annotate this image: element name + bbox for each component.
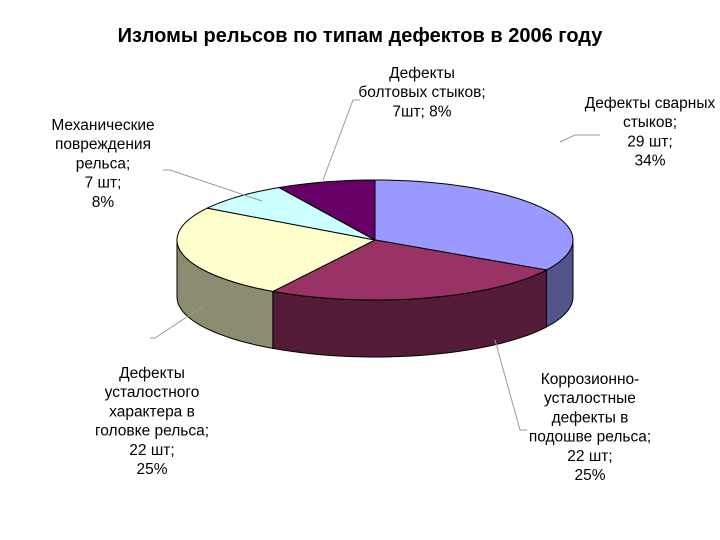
slice-label-4-line-1: Механические (51, 117, 154, 134)
slice-label-3-line-2: усталостного (105, 384, 200, 401)
slice-top-4 (206, 187, 376, 241)
slice-label-2: Коррозионно-усталостные дефекты в подошве … (529, 371, 651, 484)
slice-label-5-line-3: 7шт; 8% (392, 103, 451, 120)
slice-label-3-line-3: характера в (109, 403, 195, 420)
pie-tops (176, 179, 574, 301)
leader-line-4 (163, 169, 263, 202)
slice-label-3-line-6: 25% (136, 461, 167, 478)
slice-top-1 (374, 179, 574, 271)
slice-label-4: Механические повреждения рельса; 7 шт; 8% (51, 117, 154, 211)
leader-line-2 (494, 339, 527, 431)
slice-top-5 (278, 179, 376, 241)
slice-label-4-line-2: повреждения (55, 136, 151, 153)
pie-sides (176, 239, 574, 358)
slice-label-4-line-5: 8% (92, 194, 115, 211)
slice-label-2-line-6: 25% (574, 467, 605, 484)
slice-label-3-line-1: Дефекты (119, 365, 185, 382)
slice-labels: Дефекты сварных стыков; 29 шт; 34% Коррозион… (51, 65, 715, 484)
slice-label-1-line-1: Дефекты сварных (585, 95, 716, 112)
slice-label-1-line-2: стыков; (623, 114, 677, 131)
slice-top-3 (176, 207, 376, 292)
leader-line-1 (559, 134, 600, 143)
slice-label-1-line-4: 34% (634, 153, 665, 170)
leader-line-3 (150, 304, 206, 339)
slice-label-3-line-4: головке рельса; (95, 423, 209, 440)
slice-label-5-line-1: Дефекты (389, 65, 455, 82)
slice-label-3: Дефекты усталостного характера в головке ре… (95, 365, 209, 478)
slice-label-5: Дефекты болтовых стыков; 7шт; 8% (358, 65, 485, 120)
slice-label-4-line-4: 7 шт; (85, 175, 122, 192)
slice-label-2-line-1: Коррозионно- (541, 371, 640, 388)
slice-label-2-line-3: дефекты в (552, 409, 629, 426)
slice-label-5-line-2: болтовых стыков; (358, 84, 485, 101)
slice-label-2-line-4: подошве рельса; (529, 429, 651, 446)
slice-label-1-line-3: 29 шт; (627, 133, 672, 150)
slice-label-4-line-3: рельса; (76, 155, 131, 172)
slice-label-3-line-5: 22 шт; (129, 442, 174, 459)
slice-label-1: Дефекты сварных стыков; 29 шт; 34% (585, 95, 716, 170)
leader-line-5 (322, 99, 360, 181)
leader-lines (150, 99, 600, 431)
slice-label-2-line-5: 22 шт; (567, 448, 612, 465)
slice-top-2 (272, 239, 547, 301)
slice-label-2-line-2: усталостные (544, 390, 636, 407)
chart-title: Изломы рельсов по типам дефектов в 2006 … (118, 25, 604, 47)
